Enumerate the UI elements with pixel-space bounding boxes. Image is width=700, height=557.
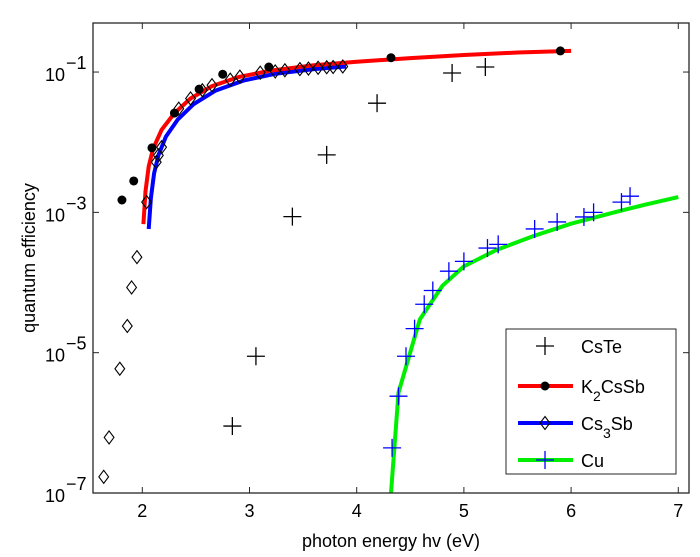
data-point-cs3sb <box>114 361 126 377</box>
legend-item-cu: Cu <box>518 451 604 471</box>
data-point-k2cssb <box>169 108 179 118</box>
data-point-cs3sb <box>196 82 208 98</box>
data-point-cu <box>478 239 497 258</box>
data-point-cs3sb <box>126 280 138 295</box>
data-point-cu <box>439 262 458 281</box>
y-tick-label: 10 <box>45 486 65 506</box>
legend-marker <box>536 337 554 355</box>
y-tick-label-exponent: −7 <box>66 474 87 494</box>
data-point-k2cssb <box>555 46 565 56</box>
data-point-cste <box>283 207 302 226</box>
data-point-cste <box>368 94 387 113</box>
y-axis-label: quantum efficiency <box>19 183 39 333</box>
data-point-k2cssb <box>194 84 204 94</box>
legend-marker <box>539 415 551 431</box>
legend-label: CsTe <box>581 337 622 357</box>
data-point-cs3sb <box>141 194 153 210</box>
data-point-cs3sb <box>224 72 236 88</box>
x-tick-label: 5 <box>459 501 469 521</box>
legend-item-cs3sb: Cs3Sb <box>518 414 633 441</box>
data-point-cu <box>405 319 424 338</box>
legend-marker <box>536 451 554 469</box>
legend-item-cste: CsTe <box>536 337 622 357</box>
series-line-cs3sb <box>146 64 347 230</box>
data-point-cs3sb <box>302 61 315 77</box>
data-point-cs3sb <box>337 59 349 74</box>
data-point-k2cssb <box>218 69 228 79</box>
data-point-cs3sb <box>294 61 306 77</box>
data-point-cu <box>415 295 434 314</box>
x-tick-label: 2 <box>137 501 147 521</box>
data-point-cs3sb <box>327 59 339 75</box>
data-point-cs3sb <box>279 62 291 78</box>
data-point-k2cssb <box>129 176 139 186</box>
data-point-cu <box>525 219 544 238</box>
data-point-k2cssb <box>147 143 157 153</box>
data-point-cu <box>584 203 603 222</box>
data-point-cu <box>389 387 408 406</box>
y-tick-label-exponent: −1 <box>66 53 87 73</box>
data-point-cs3sb <box>206 77 218 93</box>
data-point-cste <box>317 145 336 164</box>
data-point-cs3sb <box>173 101 185 117</box>
axes-frame <box>92 22 690 494</box>
x-tick-label: 4 <box>352 501 362 521</box>
series-line-k2cssb <box>141 48 572 225</box>
y-tick-label-exponent: −5 <box>66 334 87 354</box>
data-point-cu <box>383 438 402 457</box>
data-point-k2cssb <box>386 53 396 63</box>
series-markers-k2cssb <box>117 46 565 205</box>
data-point-cste <box>223 417 242 436</box>
legend-label: Cs3Sb <box>581 414 633 441</box>
data-point-cu <box>454 252 473 271</box>
data-point-cs3sb <box>103 429 115 445</box>
data-point-cs3sb <box>121 318 133 334</box>
series-markers-cste <box>223 57 495 436</box>
legend: CsTe K2CsSb Cs3Sb Cu <box>505 328 677 475</box>
x-tick-label: 7 <box>673 501 683 521</box>
data-point-cs3sb <box>234 69 246 85</box>
x-tick-label: 3 <box>244 501 254 521</box>
data-point-cu <box>489 235 508 254</box>
data-point-cu <box>574 207 593 226</box>
legend-marker <box>540 381 550 391</box>
y-tick-label: 10 <box>45 346 65 366</box>
y-tick-label: 10 <box>45 65 65 85</box>
axes-layer: 2 3 4 5 6 710−710−510−310−1 <box>45 22 690 521</box>
plot-area <box>98 46 679 493</box>
data-point-cu <box>423 281 442 300</box>
data-point-cs3sb <box>98 469 110 485</box>
series-line-cu <box>389 195 679 493</box>
data-point-cu <box>621 187 640 206</box>
data-point-cu <box>397 347 416 366</box>
x-axis-label: photon energy hv (eV) <box>302 531 480 551</box>
data-point-cste <box>443 63 462 82</box>
data-point-k2cssb <box>117 195 127 205</box>
legend-label: K2CsSb <box>581 377 645 404</box>
data-point-cs3sb <box>156 139 168 155</box>
series-markers-cu <box>383 187 640 457</box>
x-tick-label: 6 <box>566 501 576 521</box>
legend-box <box>505 328 677 475</box>
data-point-cste <box>246 347 265 366</box>
y-tick-label-exponent: −3 <box>66 193 87 213</box>
data-point-cs3sb <box>184 91 197 106</box>
data-point-cs3sb <box>131 249 143 265</box>
data-point-cs3sb <box>254 65 266 81</box>
data-point-k2cssb <box>264 62 274 72</box>
plot-layer <box>98 46 679 493</box>
series-markers-cs3sb <box>98 59 349 485</box>
data-point-cs3sb <box>269 64 281 79</box>
y-tick-label: 10 <box>45 205 65 225</box>
data-point-cu <box>548 212 567 231</box>
data-point-cs3sb <box>312 60 324 76</box>
legend-label: Cu <box>581 451 604 471</box>
data-point-cste <box>476 57 495 76</box>
legend-item-k2cssb: K2CsSb <box>518 377 645 404</box>
